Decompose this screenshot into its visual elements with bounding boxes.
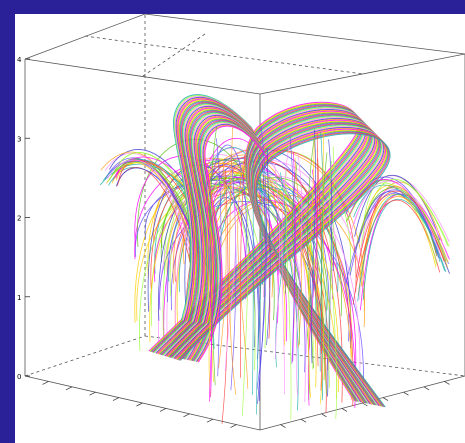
y-axis-tick (362, 402, 368, 407)
z-tick-label: 2 (17, 215, 21, 223)
field-line (285, 168, 292, 420)
field-line (266, 149, 271, 346)
box-edge (259, 53, 465, 95)
field-line (345, 193, 449, 284)
z-tick-label: 0 (17, 373, 21, 381)
field-line (308, 137, 315, 399)
field-line (256, 151, 263, 415)
x-axis-tick (183, 413, 190, 418)
y-axis-tick (300, 418, 307, 423)
y-axis-tick (280, 424, 286, 428)
field-line (294, 158, 303, 348)
x-axis-tick (112, 397, 120, 401)
field-line (221, 170, 229, 424)
field-line (329, 160, 338, 419)
field-line (251, 145, 254, 395)
y-axis-tick (321, 413, 327, 418)
field-line (216, 138, 222, 377)
field-line (102, 159, 195, 214)
bounding-box (24, 14, 465, 431)
field-line (242, 166, 249, 416)
x-axis-tick (206, 418, 214, 423)
field-line (257, 162, 266, 404)
field-line (292, 163, 300, 345)
z-axis-tick-labels: 0 1 2 3 4 (17, 56, 22, 381)
field-line (357, 193, 441, 302)
field-line-bundle (197, 125, 269, 363)
field-line (359, 194, 437, 279)
x-axis-tick (136, 402, 143, 407)
field-line (319, 131, 324, 372)
field-line (207, 167, 214, 397)
box-edge-hidden (84, 35, 364, 75)
field-line (115, 162, 203, 273)
field-line (209, 126, 217, 386)
y-axis-tick (423, 386, 430, 391)
x-axis-tick (89, 391, 96, 396)
field-line (240, 154, 246, 378)
field-line (295, 152, 303, 396)
field-line (224, 165, 236, 371)
field-line (311, 129, 316, 364)
x-axis-tick (65, 386, 73, 391)
field-line (113, 160, 199, 254)
field-line (274, 162, 280, 359)
box-edge-hidden (24, 335, 146, 377)
field-line (157, 170, 298, 348)
field-line (207, 169, 215, 402)
field-line (229, 127, 237, 395)
3d-plot: 0 1 2 3 4 (17, 14, 465, 431)
field-line-bundle (179, 133, 391, 408)
x-axis-tick (159, 408, 167, 412)
field-line (206, 173, 214, 383)
field-line (218, 161, 227, 369)
field-line (136, 185, 338, 399)
field-line (356, 190, 445, 278)
field-line (292, 152, 296, 362)
box-edge (144, 14, 465, 55)
field-line (100, 151, 193, 255)
field-lines (99, 94, 450, 424)
box-edge (24, 14, 146, 60)
field-line (107, 159, 193, 255)
field-line (281, 144, 290, 395)
field-line (150, 165, 327, 414)
field-line (206, 171, 212, 398)
field-line (106, 157, 195, 256)
field-line (360, 179, 449, 247)
field-line (349, 189, 440, 276)
z-tick-label: 1 (17, 294, 21, 302)
field-line (316, 133, 319, 367)
field-line (319, 126, 325, 405)
field-line (237, 161, 249, 389)
box-edge-hidden (142, 33, 206, 77)
x-axis-tick (230, 424, 237, 428)
box-edge (24, 58, 261, 95)
field-line (354, 174, 441, 241)
z-tick-label: 3 (17, 135, 21, 143)
field-line (360, 184, 449, 263)
y-axis-tick (382, 397, 389, 401)
plot-panel: 0 1 2 3 4 (15, 14, 465, 443)
y-axis-tick (341, 408, 348, 412)
z-tick-label: 4 (17, 56, 22, 64)
field-line (353, 180, 442, 259)
field-line (307, 169, 318, 406)
field-line (230, 154, 237, 391)
x-axis-tick (42, 381, 49, 385)
field-line (352, 199, 441, 305)
y-axis-tick (403, 391, 409, 396)
field-line (354, 187, 447, 262)
field-line (153, 162, 325, 380)
y-axis-tick (444, 381, 450, 385)
field-line (358, 191, 450, 274)
axis-ticks (25, 58, 450, 428)
field-line (289, 136, 295, 364)
